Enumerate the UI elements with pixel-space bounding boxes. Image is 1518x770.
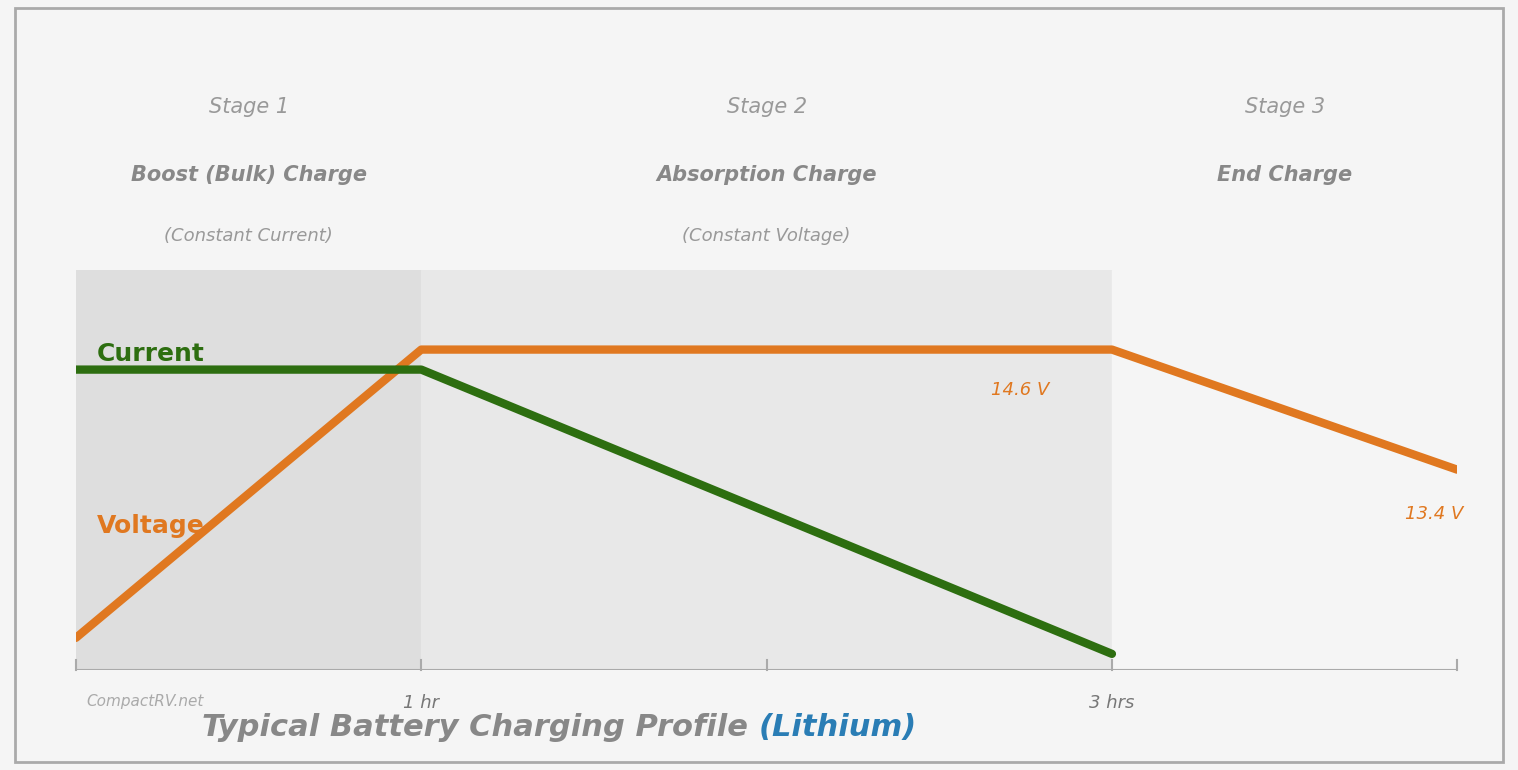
Bar [76, 270, 422, 670]
Bar [422, 270, 1111, 670]
Text: 3 hrs: 3 hrs [1090, 694, 1134, 712]
Text: 1 hr: 1 hr [404, 694, 439, 712]
Text: CompactRV.net: CompactRV.net [87, 694, 203, 709]
Text: Typical Battery Charging Profile: Typical Battery Charging Profile [202, 713, 759, 742]
Text: End Charge: End Charge [1217, 166, 1353, 186]
Text: Boost (Bulk) Charge: Boost (Bulk) Charge [131, 166, 366, 186]
Text: Stage 3: Stage 3 [1245, 97, 1325, 117]
Text: Stage 1: Stage 1 [208, 97, 288, 117]
Text: Stage 2: Stage 2 [727, 97, 806, 117]
Text: Voltage: Voltage [97, 514, 205, 537]
Text: Absorption Charge: Absorption Charge [656, 166, 877, 186]
Text: 13.4 V: 13.4 V [1406, 505, 1463, 523]
Text: (Lithium): (Lithium) [759, 713, 917, 742]
Text: Current: Current [97, 342, 205, 366]
Text: (Constant Current): (Constant Current) [164, 227, 332, 246]
Text: 14.6 V: 14.6 V [991, 380, 1049, 399]
Bar [1113, 270, 1457, 670]
Text: (Constant Voltage): (Constant Voltage) [683, 227, 850, 246]
